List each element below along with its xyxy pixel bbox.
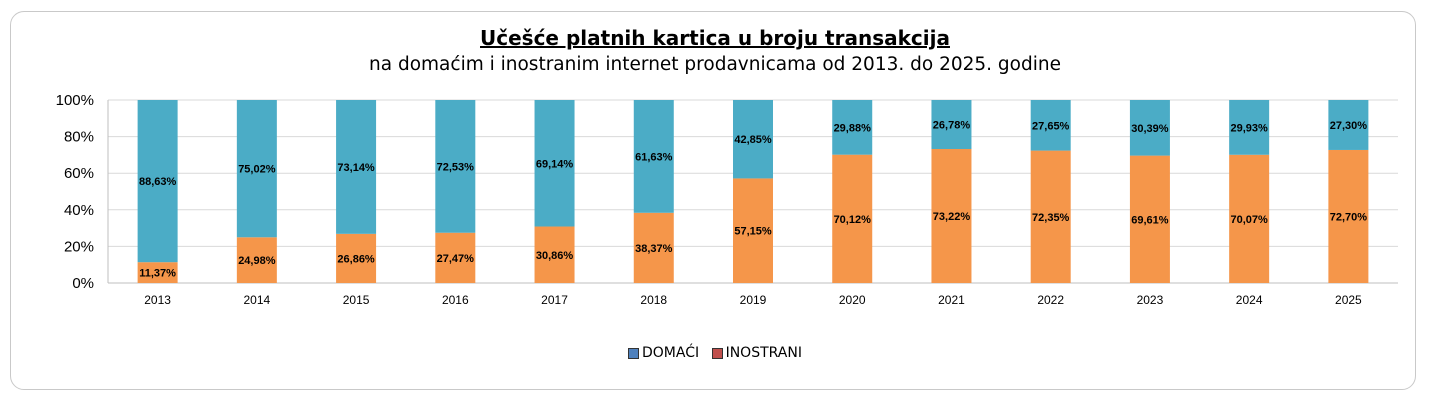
data-label: 29,93% <box>1230 122 1268 134</box>
bar-domaci <box>931 100 972 150</box>
data-label: 73,22% <box>933 211 971 223</box>
data-label: 30,39% <box>1131 123 1169 135</box>
data-label: 27,47% <box>437 253 475 265</box>
legend-item-inostrani: INOSTRANI <box>711 345 802 361</box>
data-label: 27,65% <box>1032 120 1070 132</box>
x-tick-label: 2017 <box>541 293 568 307</box>
bar-inostrani <box>1129 155 1170 283</box>
bar-inostrani <box>336 233 377 283</box>
legend-item-domaci: DOMAĆI <box>628 345 699 361</box>
y-tick-label: 0% <box>72 275 94 292</box>
bar-inostrani <box>236 237 277 283</box>
data-label: 42,85% <box>734 134 772 146</box>
bar-inostrani <box>633 212 674 283</box>
data-label: 11,37% <box>139 268 176 280</box>
data-label: 88,63% <box>139 176 177 188</box>
x-tick-label: 2023 <box>1137 293 1164 307</box>
bar-domaci <box>435 100 476 233</box>
data-label: 69,61% <box>1131 214 1169 226</box>
legend-swatch-inostrani <box>711 347 723 359</box>
bar-domaci <box>832 100 873 155</box>
x-tick-label: 2020 <box>839 293 866 307</box>
bar-inostrani <box>137 262 178 283</box>
y-tick-label: 80% <box>64 129 94 146</box>
data-label: 72,70% <box>1330 211 1368 223</box>
legend-label-inostrani: INOSTRANI <box>725 345 802 361</box>
data-label: 70,12% <box>834 214 872 226</box>
y-tick-label: 100% <box>56 92 94 109</box>
bar-domaci <box>236 100 277 238</box>
data-label: 30,86% <box>536 250 574 262</box>
data-label: 72,53% <box>437 161 475 173</box>
data-label: 26,78% <box>933 120 971 132</box>
data-label: 27,30% <box>1330 120 1368 132</box>
x-tick-label: 2022 <box>1037 293 1064 307</box>
bar-inostrani <box>534 226 575 283</box>
bar-inostrani <box>435 232 476 283</box>
legend-label-domaci: DOMAĆI <box>642 345 700 361</box>
x-tick-label: 2025 <box>1335 293 1362 307</box>
x-tick-label: 2015 <box>343 293 370 307</box>
bar-domaci <box>1328 100 1369 150</box>
x-tick-label: 2024 <box>1236 293 1263 307</box>
x-tick-label: 2016 <box>442 293 469 307</box>
data-label: 38,37% <box>635 243 673 255</box>
legend-swatch-domaci <box>628 347 639 359</box>
x-tick-label: 2014 <box>243 293 270 307</box>
bar-inostrani <box>1030 150 1071 283</box>
bar-inostrani <box>733 178 773 283</box>
chart-legend: DOMAĆI INOSTRANI <box>0 345 1430 363</box>
bar-domaci <box>633 100 674 213</box>
bar-domaci <box>1129 100 1170 156</box>
y-tick-label: 40% <box>64 202 94 219</box>
bar-domaci <box>534 100 575 227</box>
data-label: 69,14% <box>536 158 574 170</box>
bar-domaci <box>733 100 773 179</box>
bar-inostrani <box>1328 149 1369 283</box>
bar-inostrani <box>931 149 972 283</box>
bar-domaci <box>1030 100 1071 151</box>
bar-domaci <box>336 100 377 234</box>
data-label: 70,07% <box>1230 214 1268 226</box>
bar-inostrani <box>1229 154 1270 283</box>
data-label: 24,98% <box>238 255 276 267</box>
chart-subtitle: na domaćim i inostranim internet prodavn… <box>369 54 1061 75</box>
x-tick-label: 2013 <box>144 293 171 307</box>
data-label: 72,35% <box>1032 212 1070 224</box>
chart-title: Učešće platnih kartica u broju transakci… <box>480 26 950 50</box>
y-tick-label: 20% <box>64 238 94 255</box>
data-label: 57,15% <box>734 226 772 238</box>
x-tick-label: 2019 <box>740 293 767 307</box>
y-tick-label: 60% <box>64 165 94 182</box>
x-tick-label: 2018 <box>640 293 667 307</box>
data-label: 61,63% <box>635 151 673 163</box>
data-label: 29,88% <box>834 122 872 134</box>
data-label: 73,14% <box>337 162 375 174</box>
x-tick-label: 2021 <box>938 293 965 307</box>
data-label: 26,86% <box>337 253 375 265</box>
bar-domaci <box>1229 100 1270 155</box>
bar-inostrani <box>832 154 873 283</box>
data-label: 75,02% <box>238 164 276 176</box>
bar-domaci <box>137 100 178 263</box>
